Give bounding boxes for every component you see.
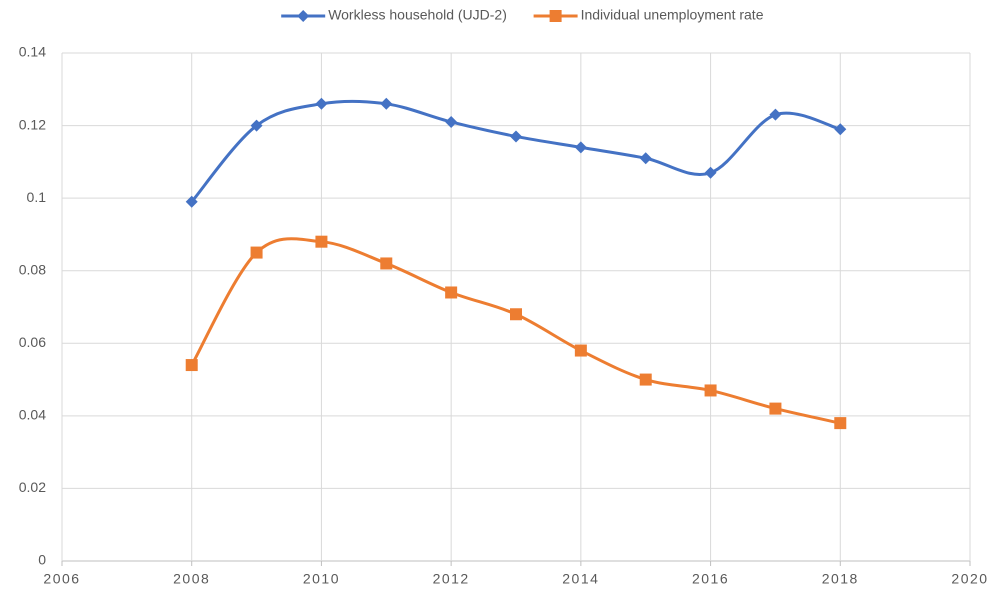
data-point xyxy=(250,246,263,259)
data-point xyxy=(574,141,587,154)
legend-label: Individual unemployment rate xyxy=(581,7,764,23)
y-tick-label: 0 xyxy=(38,552,46,568)
data-point xyxy=(185,195,198,208)
data-point xyxy=(834,417,847,430)
data-point xyxy=(445,286,458,299)
data-point xyxy=(250,119,263,132)
x-tick-label: 2020 xyxy=(951,571,988,587)
y-tick-label: 0.04 xyxy=(19,407,46,423)
data-point xyxy=(834,123,847,136)
data-point xyxy=(315,97,328,110)
y-tick-label: 0.1 xyxy=(27,189,47,205)
y-tick-label: 0.06 xyxy=(19,334,46,350)
data-point xyxy=(510,130,522,143)
y-tick-label: 0.08 xyxy=(19,261,46,277)
series-line xyxy=(190,99,841,203)
series-line xyxy=(190,237,841,425)
x-tick-label: 2018 xyxy=(822,571,859,587)
x-tick-label: 2014 xyxy=(562,571,599,587)
data-point xyxy=(639,373,652,386)
x-tick-label: 2016 xyxy=(692,571,729,587)
data-point xyxy=(769,108,782,121)
data-point xyxy=(445,115,458,128)
y-tick-label: 0.12 xyxy=(19,116,46,132)
y-tick-label: 0.02 xyxy=(19,479,46,495)
legend-label: Workless household (UJD-2) xyxy=(328,7,507,23)
data-point xyxy=(639,152,652,165)
data-point xyxy=(510,308,522,321)
data-point xyxy=(380,257,393,270)
data-point xyxy=(380,97,393,110)
legend-marker xyxy=(549,10,562,22)
data-point xyxy=(315,235,328,248)
data-point xyxy=(704,166,717,179)
data-point xyxy=(574,344,587,357)
x-tick-label: 2012 xyxy=(433,571,470,587)
legend-marker xyxy=(297,10,310,22)
data-point xyxy=(704,384,717,397)
data-point xyxy=(185,359,198,372)
x-tick-label: 2006 xyxy=(43,571,80,587)
x-tick-label: 2010 xyxy=(303,571,340,587)
y-tick-label: 0.14 xyxy=(19,44,46,60)
x-tick-label: 2008 xyxy=(173,571,210,587)
data-point xyxy=(769,402,782,415)
